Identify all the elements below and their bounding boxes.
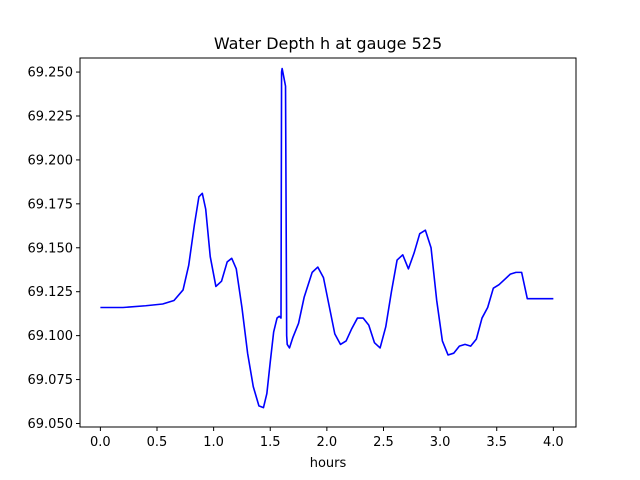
- y-tick-label: 69.250: [28, 66, 74, 81]
- plot-area: [100, 67, 554, 409]
- x-tick-label: 2.5: [373, 435, 394, 450]
- y-tick-label: 69.075: [28, 373, 74, 388]
- y-tick-label: 69.200: [28, 153, 74, 168]
- y-axis: 69.050 69.075 69.100 69.125 69.150 69.175 69.2…: [28, 66, 80, 432]
- x-tick-label: 1.5: [260, 435, 281, 450]
- series-line-0: [100, 67, 554, 409]
- y-tick-label: 69.175: [28, 197, 74, 212]
- y-tick-label: 69.100: [28, 329, 74, 344]
- x-tick-label: 1.0: [203, 435, 224, 450]
- x-tick-label: 0.0: [90, 435, 111, 450]
- x-axis: 0.0 0.5 1.0 1.5 2.0 2.5 3.0 3.5 4.0: [90, 427, 564, 450]
- x-tick-label: 0.5: [147, 435, 168, 450]
- plot-frame: [79, 57, 577, 428]
- x-tick-label: 3.0: [430, 435, 451, 450]
- y-tick-label: 69.125: [28, 285, 74, 300]
- y-tick-label: 69.225: [28, 109, 74, 124]
- x-tick-label: 2.0: [317, 435, 338, 450]
- x-tick-label: 4.0: [543, 435, 564, 450]
- chart-title: Water Depth h at gauge 525: [214, 34, 442, 53]
- x-axis-label: hours: [310, 456, 347, 471]
- y-tick-label: 69.050: [28, 417, 74, 432]
- x-tick-label: 3.5: [486, 435, 507, 450]
- y-tick-label: 69.150: [28, 241, 74, 256]
